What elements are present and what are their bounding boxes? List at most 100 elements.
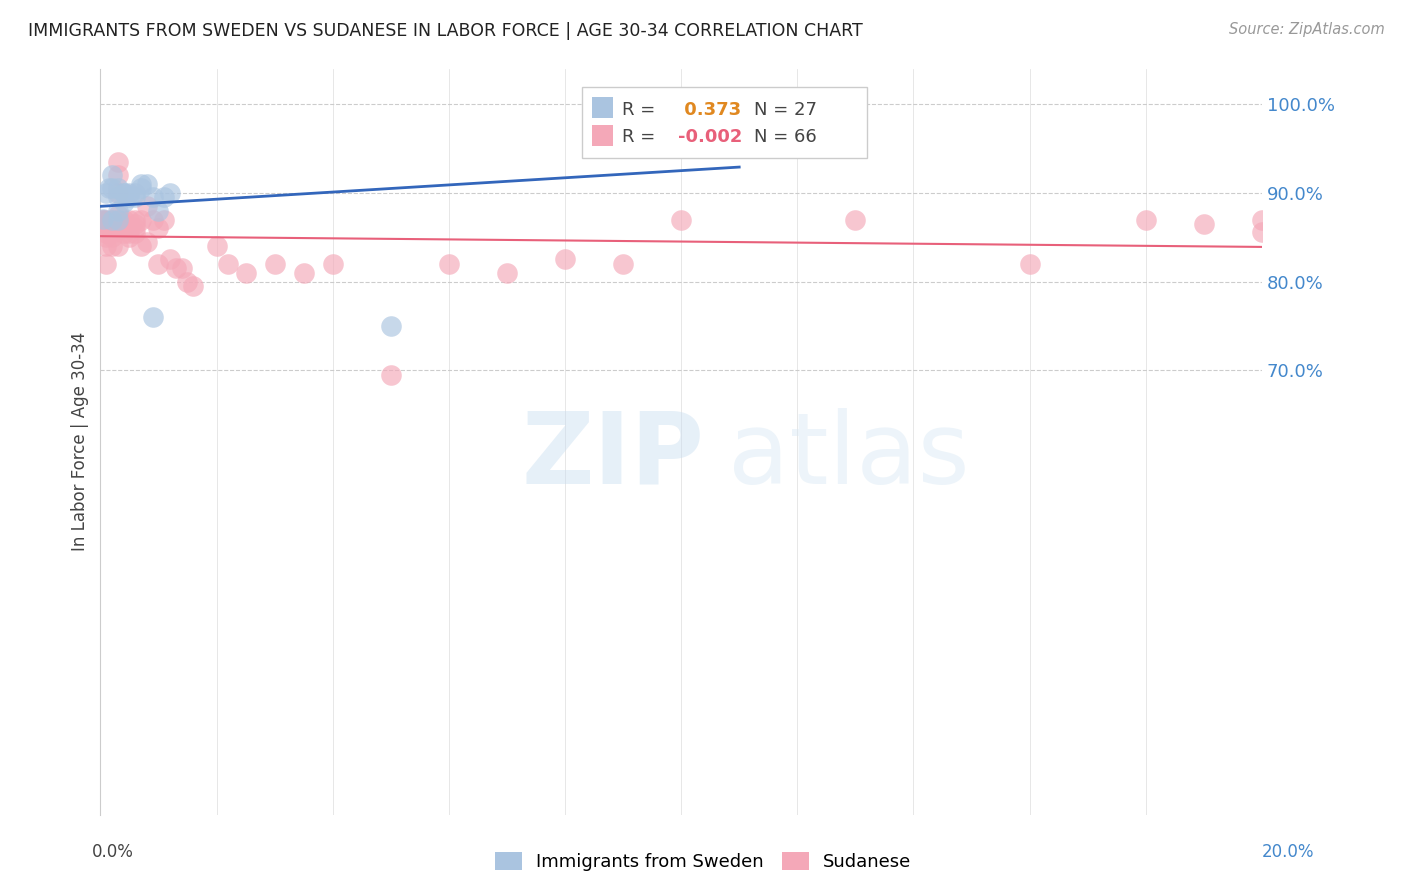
Point [1251, 212, 1274, 227]
Point [1135, 212, 1157, 227]
Point [159, 252, 181, 267]
Point [118, 186, 141, 200]
Point [159, 186, 181, 200]
Point [101, 226, 124, 240]
Point [129, 181, 152, 195]
Point [380, 319, 402, 334]
Point [728, 97, 751, 112]
Point [612, 257, 634, 271]
Legend: Immigrants from Sweden, Sudanese: Immigrants from Sweden, Sudanese [488, 845, 918, 879]
Point [101, 168, 124, 182]
Point [124, 212, 146, 227]
Point [153, 212, 176, 227]
Text: 20.0%: 20.0% [1263, 843, 1315, 861]
Bar [592, 97, 613, 119]
Point [107, 154, 129, 169]
Point [496, 266, 519, 280]
Point [91, 211, 114, 226]
Text: -0.002: -0.002 [678, 128, 742, 146]
Point [148, 221, 170, 235]
Text: ZIP: ZIP [522, 408, 704, 505]
Point [107, 212, 129, 227]
Point [148, 257, 170, 271]
Point [217, 257, 239, 271]
Point [112, 221, 135, 235]
Point [148, 203, 170, 218]
Point [96, 186, 118, 200]
Point [1018, 257, 1040, 271]
Text: atlas: atlas [727, 408, 969, 505]
Point [235, 266, 257, 280]
FancyBboxPatch shape [582, 87, 868, 158]
Point [96, 239, 118, 253]
Point [101, 221, 124, 235]
Point [107, 168, 129, 182]
Point [98, 181, 121, 195]
Point [107, 190, 129, 204]
Point [1251, 225, 1274, 239]
Point [437, 257, 460, 271]
Point [96, 212, 118, 227]
Point [181, 279, 204, 293]
Point [135, 177, 157, 191]
Point [263, 257, 285, 271]
Point [107, 203, 129, 218]
Point [112, 212, 135, 227]
Point [107, 239, 129, 253]
Point [101, 239, 124, 253]
Point [124, 186, 146, 200]
Point [118, 212, 141, 227]
Point [142, 212, 165, 227]
Point [91, 212, 114, 227]
Point [118, 230, 141, 244]
Point [124, 217, 146, 231]
Point [135, 235, 157, 249]
Point [165, 261, 187, 276]
Point [91, 212, 114, 227]
Text: Source: ZipAtlas.com: Source: ZipAtlas.com [1229, 22, 1385, 37]
Point [93, 214, 115, 228]
Point [112, 217, 135, 231]
Point [129, 212, 152, 227]
Text: 0.0%: 0.0% [91, 843, 134, 861]
Point [1192, 217, 1215, 231]
Bar [592, 125, 613, 146]
Point [129, 177, 152, 191]
Point [124, 190, 146, 204]
Point [107, 181, 129, 195]
Point [112, 194, 135, 209]
Point [170, 261, 193, 276]
Text: R =: R = [621, 101, 655, 119]
Point [112, 186, 135, 200]
Point [205, 239, 228, 253]
Point [142, 310, 165, 325]
Point [96, 217, 118, 231]
Text: R =: R = [621, 128, 655, 146]
Point [101, 230, 124, 244]
Point [380, 368, 402, 382]
Point [107, 212, 129, 227]
Point [118, 221, 141, 235]
Point [112, 186, 135, 200]
Point [124, 226, 146, 240]
Point [96, 226, 118, 240]
Point [107, 221, 129, 235]
Point [292, 266, 315, 280]
Point [669, 212, 692, 227]
Point [112, 226, 135, 240]
Point [135, 199, 157, 213]
Point [107, 186, 129, 200]
Y-axis label: In Labor Force | Age 30-34: In Labor Force | Age 30-34 [72, 332, 89, 551]
Point [107, 208, 129, 222]
Point [101, 212, 124, 227]
Point [176, 275, 198, 289]
Point [153, 190, 176, 204]
Text: N = 27: N = 27 [754, 101, 817, 119]
Point [96, 230, 118, 244]
Point [118, 226, 141, 240]
Point [118, 190, 141, 204]
Point [554, 252, 576, 267]
Text: N = 66: N = 66 [754, 128, 817, 146]
Point [96, 221, 118, 235]
Point [142, 190, 165, 204]
